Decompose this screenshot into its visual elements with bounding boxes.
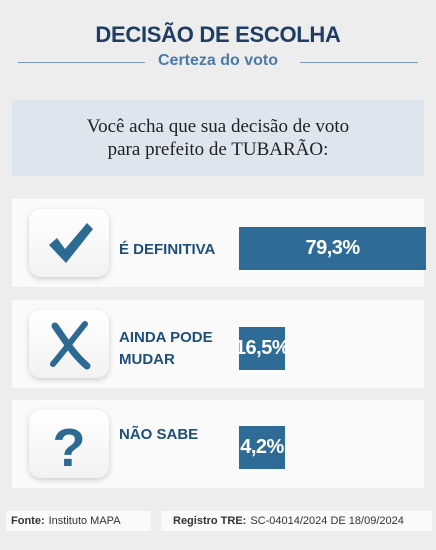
bar-value-label: 79,3% (305, 237, 360, 259)
answer-label: AINDA PODE MUDAR (119, 329, 213, 368)
footer-source-label: Fonte: (11, 515, 45, 527)
subtitle: Certeza do voto (157, 52, 278, 69)
bar-value-label: 16,5% (234, 337, 290, 359)
page-title: DECISÃO DE ESCOLHA (95, 22, 341, 47)
answer-label: É DEFINITIVA (119, 241, 216, 258)
subtitle-divider-left (18, 62, 145, 63)
subtitle-divider-right (300, 62, 418, 63)
bar-pode-mudar: 16,5% (235, 327, 290, 370)
answer-card-nao-sabe: ? NÃO SABE 4,2% (12, 400, 424, 488)
subtitle-row: Certeza do voto (18, 52, 418, 72)
x-mark-icon (29, 310, 109, 378)
answer-label: NÃO SABE (119, 426, 199, 443)
footer-source: Fonte: Instituto MAPA (6, 511, 151, 531)
answer-card-definitiva: É DEFINITIVA 79,3% (12, 199, 427, 287)
footer-registry: Registro TRE: SC-04014/2024 DE 18/09/202… (161, 511, 432, 531)
checkmark-icon (29, 209, 109, 277)
footer-registry-value: SC-04014/2024 DE 18/09/2024 (250, 515, 404, 527)
footer-registry-label: Registro TRE: (173, 515, 247, 527)
question-box: Você acha que sua decisão de voto para p… (12, 100, 424, 176)
x-mark-stroke-2 (50, 321, 88, 367)
answer-card-pode-mudar: AINDA PODE MUDAR 16,5% (12, 300, 424, 388)
question-mark-icon: ? (29, 410, 109, 478)
checkmark-shape (49, 223, 93, 263)
bar-definitiva: 79,3% (239, 227, 427, 270)
bar-nao-sabe: 4,2% (239, 426, 285, 469)
question-text: Você acha que sua decisão de voto para p… (86, 116, 350, 160)
footer-source-value: Instituto MAPA (48, 515, 121, 527)
bar-value-label: 4,2% (240, 436, 284, 458)
question-mark-glyph: ? (53, 418, 86, 478)
